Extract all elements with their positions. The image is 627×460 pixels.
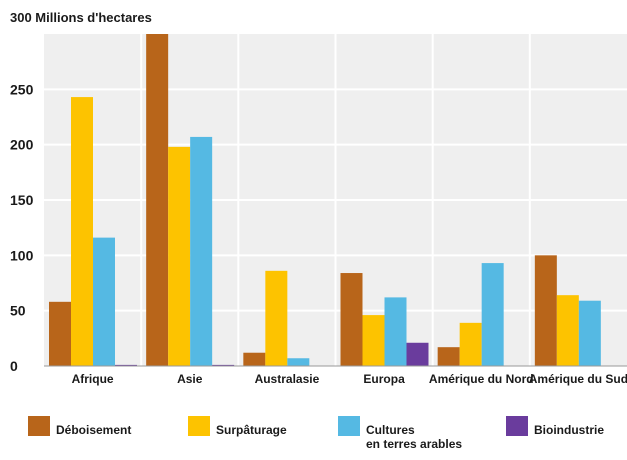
bar bbox=[384, 297, 407, 366]
y-tick-label: 0 bbox=[10, 358, 18, 374]
x-tick-label: Europa bbox=[363, 372, 405, 386]
x-tick-label: Afrique bbox=[72, 372, 114, 386]
x-tick-label: Amérique du Nord bbox=[429, 372, 534, 386]
bar bbox=[287, 358, 310, 366]
x-tick-label: Amérique du Sud bbox=[529, 372, 627, 386]
bar bbox=[556, 295, 579, 366]
bar bbox=[71, 97, 93, 366]
legend-swatch bbox=[506, 416, 528, 436]
legend-label: Bioindustrie bbox=[534, 423, 604, 437]
y-tick-label: 150 bbox=[10, 192, 34, 208]
bar bbox=[212, 364, 235, 367]
bar bbox=[362, 315, 385, 366]
bar bbox=[265, 270, 288, 366]
bar bbox=[115, 364, 137, 367]
legend-label: Cultures bbox=[366, 423, 415, 437]
legend-swatch bbox=[188, 416, 210, 436]
legend-label: Surpâturage bbox=[216, 423, 287, 437]
bar bbox=[578, 300, 601, 366]
y-axis-label: 300 Millions d'hectares bbox=[10, 10, 152, 25]
y-tick-label: 250 bbox=[10, 81, 34, 97]
bar bbox=[93, 237, 115, 366]
bar bbox=[534, 255, 557, 366]
bar bbox=[340, 273, 363, 366]
bar bbox=[190, 136, 213, 366]
legend-label: en terres arables bbox=[366, 437, 462, 451]
y-tick-label: 50 bbox=[10, 303, 26, 319]
legend-swatch bbox=[28, 416, 50, 436]
x-tick-label: Australasie bbox=[255, 372, 320, 386]
y-tick-label: 200 bbox=[10, 137, 34, 153]
bar bbox=[49, 301, 71, 366]
bar bbox=[146, 34, 169, 366]
bar bbox=[437, 347, 460, 366]
bar bbox=[406, 342, 429, 366]
bar bbox=[243, 352, 266, 366]
bar bbox=[168, 146, 191, 366]
x-tick-label: Asie bbox=[177, 372, 203, 386]
legend-swatch bbox=[338, 416, 360, 436]
bar bbox=[481, 263, 504, 366]
legend-label: Déboisement bbox=[56, 423, 131, 437]
bar bbox=[459, 322, 482, 366]
y-tick-label: 100 bbox=[10, 247, 34, 263]
